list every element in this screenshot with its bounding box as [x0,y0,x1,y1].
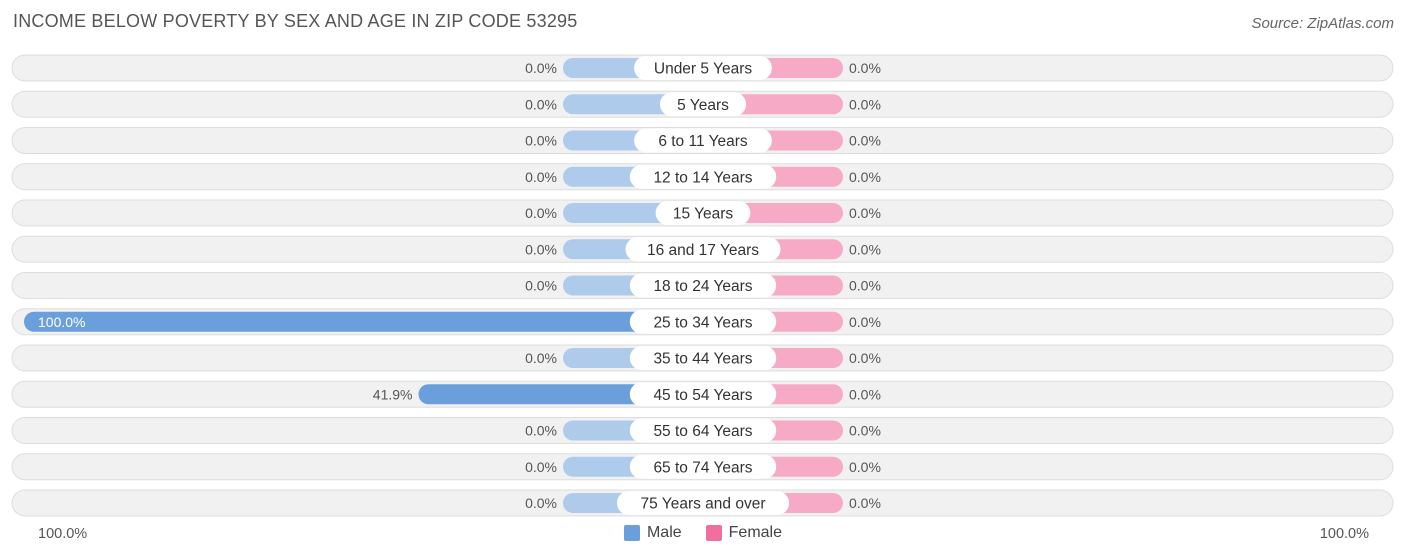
legend-label-male: Male [646,524,682,541]
male-value-label: 0.0% [525,423,557,439]
female-value-label: 0.0% [849,60,881,76]
category-label: 5 Years [677,97,729,114]
female-value-label: 0.0% [849,205,881,221]
bar-chart: Under 5 Years 0.0% 0.0% 5 Years 0.0% 0.0% 6 to… [11,54,1394,517]
male-value-label: 41.9% [373,386,413,402]
male-value-label: 0.0% [525,278,557,294]
axis-left-label: 100.0% [38,526,88,542]
female-value-label: 0.0% [849,314,881,330]
female-value-label: 0.0% [849,96,881,112]
female-value-label: 0.0% [849,133,881,149]
category-label: 55 to 64 Years [653,423,752,440]
axis-right-label: 100.0% [1319,526,1369,542]
legend-item-male: Male [623,524,682,542]
category-label: Under 5 Years [654,61,752,78]
category-pill [629,346,777,370]
male-value-label: 0.0% [525,205,557,221]
category-pill [634,56,772,80]
category-pill [629,454,777,479]
category-pill [629,273,777,298]
legend-swatch-male [623,525,640,541]
female-value-label: 0.0% [849,241,881,257]
legend-swatch-female [705,525,722,541]
male-bar [24,311,703,332]
female-value-label: 0.0% [849,278,881,294]
category-pill [616,491,790,515]
legend: Male Female [0,524,1406,542]
female-value-label: 0.0% [849,350,881,366]
male-value-label: 100.0% [38,314,85,330]
category-label: 35 to 44 Years [653,351,752,368]
category-label: 25 to 34 Years [653,314,752,331]
category-pill [629,382,777,407]
male-value-label: 0.0% [525,60,557,76]
category-pill [629,418,777,443]
category-pill [629,309,777,334]
female-value-label: 0.0% [849,495,881,511]
male-value-label: 0.0% [525,241,557,257]
male-value-label: 0.0% [525,96,557,112]
male-value-label: 0.0% [525,459,557,475]
chart-title: INCOME BELOW POVERTY BY SEX AND AGE IN Z… [13,11,578,31]
category-pill [655,201,751,225]
source-label: Source: ZipAtlas.com [1251,15,1394,32]
category-pill [659,92,747,117]
male-value-label: 0.0% [525,133,557,149]
category-label: 65 to 74 Years [653,459,752,476]
category-label: 18 to 24 Years [653,278,752,295]
female-value-label: 0.0% [849,423,881,439]
category-label: 45 to 54 Years [653,387,752,404]
female-value-label: 0.0% [849,386,881,402]
category-label: 6 to 11 Years [658,133,748,150]
category-label: 15 Years [673,206,734,223]
legend-item-female: Female [705,524,783,542]
category-pill [625,237,781,262]
male-value-label: 0.0% [525,169,557,185]
category-label: 12 to 14 Years [653,169,752,186]
legend-label-female: Female [728,524,783,541]
female-value-label: 0.0% [849,169,881,185]
category-label: 16 and 17 Years [647,242,759,259]
female-value-label: 0.0% [849,459,881,475]
male-value-label: 0.0% [525,350,557,366]
male-value-label: 0.0% [525,495,557,511]
category-pill [629,164,777,189]
category-pill [634,128,772,153]
category-label: 75 Years and over [641,496,766,513]
